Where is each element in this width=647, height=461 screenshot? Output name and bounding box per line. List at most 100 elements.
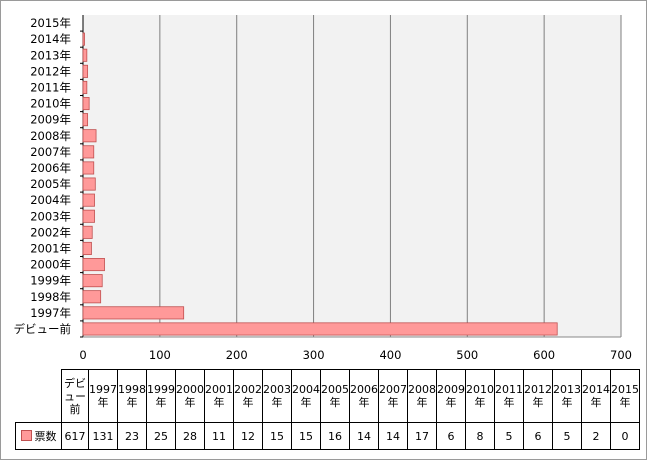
data-table-header-cell: 2005年 (320, 369, 350, 423)
y-tick-label: 2014年 (30, 32, 71, 46)
x-axis-tick-labels: 0 100 200 300 400 500 600 700 (79, 348, 632, 362)
data-table-header-row: デビュー前 1997年 1998年 1999年 2000年 2001年 2002年 2003年… (15, 369, 640, 423)
bar (82, 48, 88, 62)
y-tick-label: 1997年 (30, 306, 71, 320)
bar (82, 274, 103, 288)
data-table-value-cell: 17 (407, 422, 437, 450)
data-table-header-cell: 2010年 (465, 369, 495, 423)
data-table-header-cell: 1998年 (117, 369, 147, 423)
legend-swatch (20, 429, 32, 441)
data-table-header-cell: 2006年 (349, 369, 379, 423)
data-table-header-cell: 2011年 (494, 369, 524, 423)
y-tick-label: 2003年 (30, 209, 71, 223)
plot-area (82, 15, 622, 338)
data-table-header-cell: 2012年 (523, 369, 553, 423)
data-table-value-cell: 16 (320, 422, 350, 450)
x-tick-label: 100 (149, 348, 171, 362)
y-tick-label: 2000年 (30, 258, 71, 272)
x-tick-label: 200 (226, 348, 248, 362)
data-table-header-cell: 2000年 (175, 369, 205, 423)
legend-cell: 票数 (15, 422, 62, 450)
x-tick-label: 0 (79, 348, 86, 362)
data-table-value-cell: 5 (552, 422, 582, 450)
y-tick-label: 2011年 (30, 80, 71, 94)
data-table-header-cell: 2002年 (233, 369, 263, 423)
data-table-header-cell: 2003年 (262, 369, 292, 423)
data-table-value-cell: 11 (204, 422, 234, 450)
x-tick-label: 400 (379, 348, 401, 362)
bar (82, 161, 95, 175)
x-tick-label: 700 (610, 348, 632, 362)
data-table-value-cell: 15 (262, 422, 292, 450)
data-table-corner (15, 369, 62, 423)
data-table-header-cell: 2014年 (581, 369, 611, 423)
y-tick-label: 2002年 (30, 225, 71, 239)
y-tick-label: 2013年 (30, 48, 71, 62)
y-tick-label: 2005年 (30, 177, 71, 191)
y-tick-label: 1999年 (30, 274, 71, 288)
data-table-header-cell: デビュー前 (61, 369, 89, 423)
y-tick-label: デビュー前 (14, 322, 72, 336)
bar (82, 290, 102, 304)
bar (82, 209, 95, 223)
y-tick-label: 2006年 (30, 161, 71, 175)
y-tick-label: 2015年 (30, 16, 71, 30)
y-tick-label: 1998年 (30, 290, 71, 304)
x-tick-label: 300 (303, 348, 325, 362)
data-table-value-cell: 28 (175, 422, 205, 450)
data-table-value-cell: 5 (494, 422, 524, 450)
bar (82, 97, 90, 111)
data-table-header-cell: 2009年 (436, 369, 466, 423)
y-axis-labels: デビュー前 1997年 1998年 1999年 2000年 2001年 2002年 2003年… (14, 16, 83, 338)
data-table-header-cell: 1997年 (88, 369, 118, 423)
y-tick-label: 2008年 (30, 129, 71, 143)
y-tick-label: 2004年 (30, 193, 71, 207)
bar (82, 322, 558, 336)
y-tick-label: 2010年 (30, 97, 71, 111)
bar (82, 32, 85, 46)
data-table-value-row: 票数 617 131 23 25 28 11 12 15 15 16 14 14 17 6 8 5 6 5 2 0 (15, 422, 640, 450)
bar (82, 113, 89, 127)
data-table: デビュー前 1997年 1998年 1999年 2000年 2001年 2002年 2003年… (15, 369, 640, 450)
data-table-value-cell: 12 (233, 422, 263, 450)
y-tick-label: 2007年 (30, 145, 71, 159)
bar (82, 225, 93, 239)
y-tick-label: 2009年 (30, 113, 71, 127)
data-table-value-cell: 6 (523, 422, 553, 450)
data-table-value-cell: 8 (465, 422, 495, 450)
y-tick-label: 2001年 (30, 241, 71, 255)
bar (82, 145, 95, 159)
x-tick-label: 600 (533, 348, 555, 362)
y-tick-label: 2012年 (30, 64, 71, 78)
bar (82, 64, 89, 78)
data-table-value-cell: 14 (349, 422, 379, 450)
bar (82, 80, 88, 94)
bar (82, 258, 105, 272)
x-tick-label: 500 (456, 348, 478, 362)
data-table-header-cell: 1999年 (146, 369, 176, 423)
data-table-value-cell: 2 (581, 422, 611, 450)
data-table-header-cell: 2015年 (610, 369, 640, 423)
data-table-value-cell: 6 (436, 422, 466, 450)
bar (82, 241, 92, 255)
bar (82, 177, 96, 191)
data-table-header-cell: 2013年 (552, 369, 582, 423)
bar (82, 193, 95, 207)
data-table-value-cell: 0 (610, 422, 640, 450)
data-table-header-cell: 2008年 (407, 369, 437, 423)
data-table-header-cell: 2007年 (378, 369, 408, 423)
data-table-header-cell: 2001年 (204, 369, 234, 423)
bar (82, 129, 97, 143)
bar (82, 306, 185, 320)
data-table-value-cell: 14 (378, 422, 408, 450)
data-table-value-cell: 131 (88, 422, 118, 450)
data-table-value-cell: 23 (117, 422, 147, 450)
data-table-header-cell: 2004年 (291, 369, 321, 423)
plot-background (83, 15, 621, 337)
bars (82, 32, 558, 336)
data-table-value-cell: 25 (146, 422, 176, 450)
data-table-value-cell: 617 (61, 422, 89, 450)
legend-label: 票数 (34, 429, 57, 443)
data-table-value-cell: 15 (291, 422, 321, 450)
